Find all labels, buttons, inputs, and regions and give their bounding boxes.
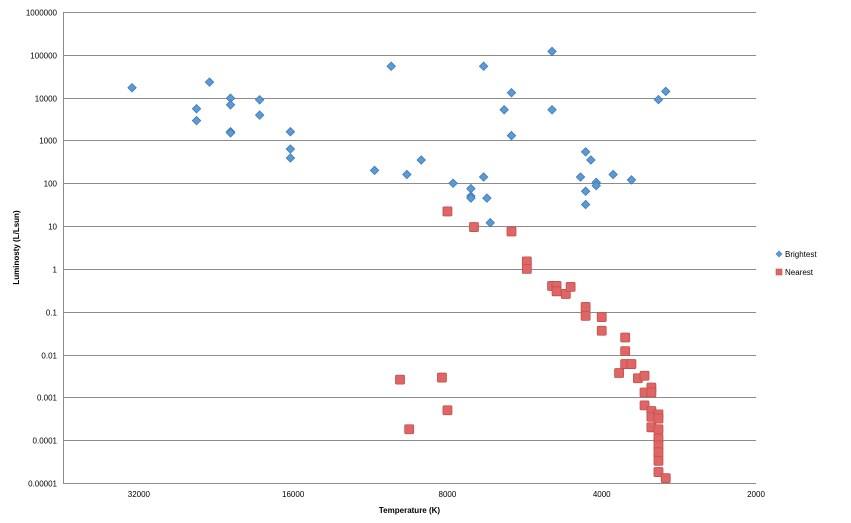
nearest-point [639, 370, 650, 381]
y-tick-label: 10 [48, 223, 57, 232]
brightest-point [466, 193, 476, 203]
y-axis-title: Luminosty (L/Lsun) [12, 210, 21, 285]
brightest-point [478, 172, 489, 182]
brightest-point [191, 103, 202, 114]
brightest-point [402, 169, 412, 180]
x-tick-label: 32000 [128, 490, 151, 499]
nearest-point [551, 286, 562, 297]
brightest-point [580, 199, 591, 210]
y-tick-label: 0.00001 [28, 480, 57, 489]
legend-marker-brightest [775, 250, 783, 258]
y-tick-label: 0.1 [46, 309, 58, 318]
nearest-point [580, 301, 591, 312]
brightest-point [547, 105, 557, 115]
nearest-point [580, 310, 591, 321]
legend-marker-nearest [775, 268, 783, 276]
legend-label: Nearest [785, 268, 814, 277]
y-tick-label: 0.0001 [33, 437, 58, 446]
axes: 1000000 100000 10000 1000 100 10 1 0.1 0.01 0.001… [26, 9, 766, 500]
nearest-point [469, 222, 479, 232]
nearest-point [653, 455, 664, 466]
brightest-point [369, 165, 380, 176]
brightest-point [608, 169, 618, 180]
brightest-point [285, 144, 296, 154]
y-tick-label: 0.01 [41, 352, 57, 361]
x-tick-label: 16000 [282, 490, 305, 499]
brightest-point [285, 126, 296, 137]
brightest-point [204, 77, 215, 87]
brightest-point [506, 87, 517, 98]
nearest-point [626, 359, 637, 369]
nearest-point [620, 346, 631, 357]
brightest-point [448, 178, 458, 189]
x-tick-label: 2000 [747, 490, 765, 499]
brightest-point [254, 110, 265, 120]
data-points [127, 46, 671, 484]
brightest-point [653, 94, 664, 105]
series-nearest [395, 206, 671, 484]
nearest-point [506, 226, 517, 237]
brightest-point [482, 193, 492, 203]
brightest-point [127, 83, 137, 93]
brightest-point [547, 46, 557, 57]
brightest-point [485, 217, 496, 228]
nearest-point [646, 387, 657, 398]
nearest-point [395, 374, 405, 385]
brightest-point [499, 105, 509, 115]
brightest-point [254, 95, 265, 105]
x-axis-title: Temperature (K) [379, 506, 441, 515]
legend: Brightest Nearest [775, 250, 817, 277]
brightest-point [285, 153, 296, 163]
y-tick-label: 10000 [35, 95, 58, 104]
x-tick-label: 8000 [439, 490, 457, 499]
brightest-point [575, 172, 586, 182]
nearest-point [521, 264, 532, 274]
brightest-point [225, 128, 236, 138]
brightest-point [591, 180, 601, 191]
brightest-point [416, 155, 426, 165]
nearest-point [565, 282, 576, 292]
nearest-point [404, 424, 415, 435]
x-tick-label: 4000 [593, 490, 611, 499]
nearest-point [653, 447, 664, 458]
series-brightest [127, 46, 671, 228]
nearest-point [653, 424, 664, 435]
y-tick-label: 1000 [39, 137, 57, 146]
nearest-point [653, 467, 664, 477]
y-tick-label: 1 [53, 266, 58, 275]
nearest-point [620, 332, 631, 343]
nearest-point [596, 312, 607, 322]
nearest-point [596, 325, 607, 336]
y-tick-label: 1000000 [26, 9, 58, 18]
brightest-point [580, 186, 591, 197]
legend-label: Brightest [785, 250, 817, 259]
brightest-point [626, 175, 637, 185]
nearest-point [653, 413, 664, 424]
brightest-point [660, 86, 671, 97]
brightest-point [478, 61, 489, 72]
nearest-point [660, 473, 671, 484]
nearest-point [442, 405, 453, 416]
y-tick-label: 100000 [30, 52, 57, 61]
y-tick-label: 100 [44, 180, 58, 189]
brightest-point [506, 130, 517, 141]
nearest-point [442, 206, 453, 217]
brightest-point [225, 100, 236, 110]
brightest-point [586, 155, 596, 165]
y-tick-label: 0.001 [37, 394, 58, 403]
brightest-point [386, 61, 396, 72]
brightest-point [191, 115, 202, 126]
nearest-point [614, 368, 624, 378]
nearest-point [437, 372, 447, 383]
brightest-point [580, 147, 591, 157]
